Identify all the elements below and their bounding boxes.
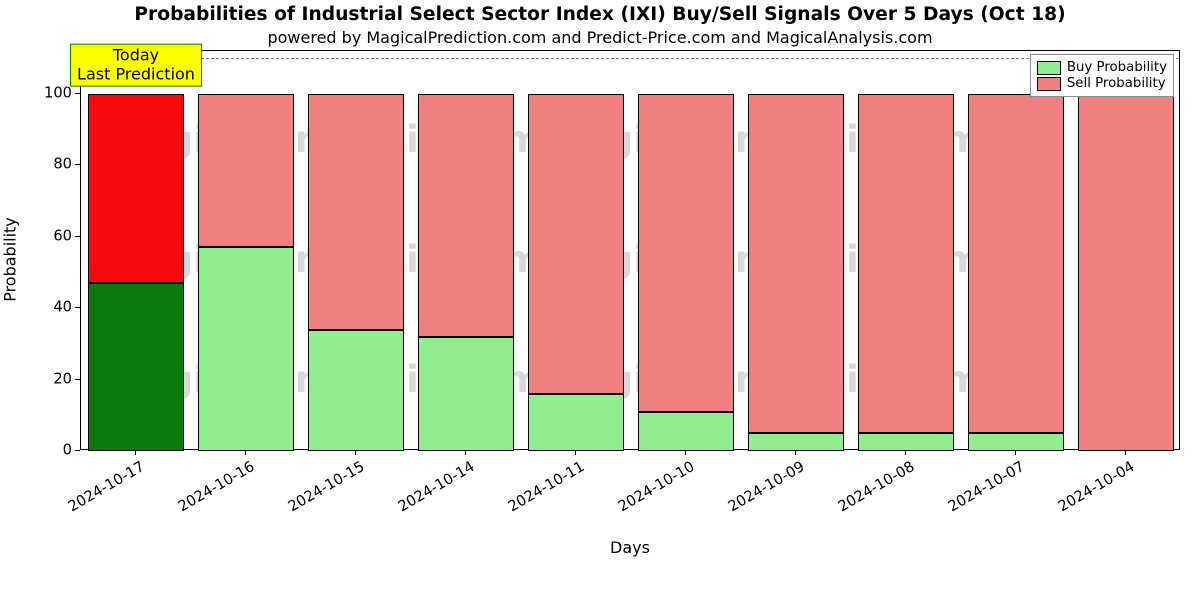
bar-buy bbox=[528, 394, 625, 451]
bar-buy bbox=[748, 433, 845, 451]
bar-sell bbox=[88, 94, 185, 283]
xtick-mark bbox=[1125, 450, 1126, 455]
bar-sell bbox=[858, 94, 955, 433]
xtick-label: 2024-10-15 bbox=[255, 458, 367, 533]
xtick-mark bbox=[905, 450, 906, 455]
xtick-mark bbox=[135, 450, 136, 455]
xtick-mark bbox=[245, 450, 246, 455]
ytick-label: 80 bbox=[32, 156, 72, 173]
xtick-label: 2024-10-07 bbox=[915, 458, 1027, 533]
xtick-label: 2024-10-17 bbox=[35, 458, 147, 533]
bar-buy bbox=[968, 433, 1065, 451]
bar-sell bbox=[418, 94, 515, 337]
ytick-label: 100 bbox=[32, 84, 72, 101]
xtick-mark bbox=[355, 450, 356, 455]
bar-sell bbox=[968, 94, 1065, 433]
xtick-label: 2024-10-10 bbox=[585, 458, 697, 533]
ytick-label: 20 bbox=[32, 370, 72, 387]
xtick-mark bbox=[465, 450, 466, 455]
bar-buy bbox=[308, 330, 405, 451]
ytick-label: 60 bbox=[32, 227, 72, 244]
bar-sell bbox=[638, 94, 735, 412]
bar-buy bbox=[198, 247, 295, 451]
xtick-mark bbox=[685, 450, 686, 455]
legend-label: Buy Probability bbox=[1067, 60, 1167, 75]
xtick-label: 2024-10-04 bbox=[1025, 458, 1137, 533]
xtick-mark bbox=[1015, 450, 1016, 455]
xtick-label: 2024-10-11 bbox=[475, 458, 587, 533]
ytick-mark bbox=[75, 379, 80, 380]
xtick-label: 2024-10-16 bbox=[145, 458, 257, 533]
ytick-mark bbox=[75, 93, 80, 94]
ytick-mark bbox=[75, 307, 80, 308]
ytick-label: 0 bbox=[32, 442, 72, 459]
xtick-mark bbox=[575, 450, 576, 455]
bar-sell bbox=[748, 94, 845, 433]
bar-sell bbox=[308, 94, 405, 330]
ytick-mark bbox=[75, 164, 80, 165]
ytick-mark bbox=[75, 236, 80, 237]
xtick-label: 2024-10-14 bbox=[365, 458, 477, 533]
bar-buy bbox=[418, 337, 515, 451]
bar-buy bbox=[638, 412, 735, 451]
x-axis-label: Days bbox=[80, 538, 1180, 557]
xtick-label: 2024-10-09 bbox=[695, 458, 807, 533]
legend-item: Sell Probability bbox=[1037, 76, 1167, 91]
chart-figure: Probabilities of Industrial Select Secto… bbox=[0, 0, 1200, 600]
plot-area: MagicalAnalysis.comMagicalAnalysis.comMa… bbox=[80, 50, 1180, 450]
today-annotation: TodayLast Prediction bbox=[70, 44, 202, 87]
legend-swatch bbox=[1037, 61, 1061, 75]
bar-sell bbox=[528, 94, 625, 394]
chart-title: Probabilities of Industrial Select Secto… bbox=[0, 4, 1200, 25]
bar-sell bbox=[198, 94, 295, 248]
legend: Buy ProbabilitySell Probability bbox=[1030, 54, 1174, 97]
legend-label: Sell Probability bbox=[1067, 76, 1166, 91]
guideline bbox=[81, 58, 1179, 59]
xtick-label: 2024-10-08 bbox=[805, 458, 917, 533]
ytick-mark bbox=[75, 450, 80, 451]
legend-item: Buy Probability bbox=[1037, 60, 1167, 75]
xtick-mark bbox=[795, 450, 796, 455]
bar-buy bbox=[858, 433, 955, 451]
bar-sell bbox=[1078, 94, 1175, 451]
legend-swatch bbox=[1037, 77, 1061, 91]
y-axis-label: Probability bbox=[1, 200, 20, 320]
ytick-label: 40 bbox=[32, 299, 72, 316]
bar-buy bbox=[88, 283, 185, 451]
